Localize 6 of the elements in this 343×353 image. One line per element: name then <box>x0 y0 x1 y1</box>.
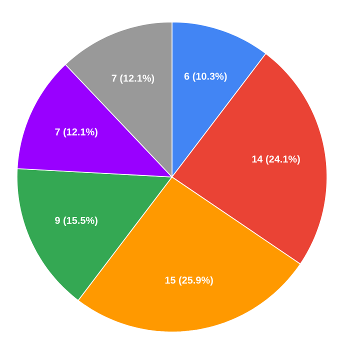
data-label: 7 (12.1%) <box>112 74 154 84</box>
data-label: 15 (25.9%) <box>165 276 213 286</box>
data-label: 14 (24.1%) <box>252 155 300 165</box>
data-label: 7 (12.1%) <box>55 128 98 138</box>
data-label: 9 (15.5%) <box>55 216 98 226</box>
data-label: 6 (10.3%) <box>184 72 227 82</box>
